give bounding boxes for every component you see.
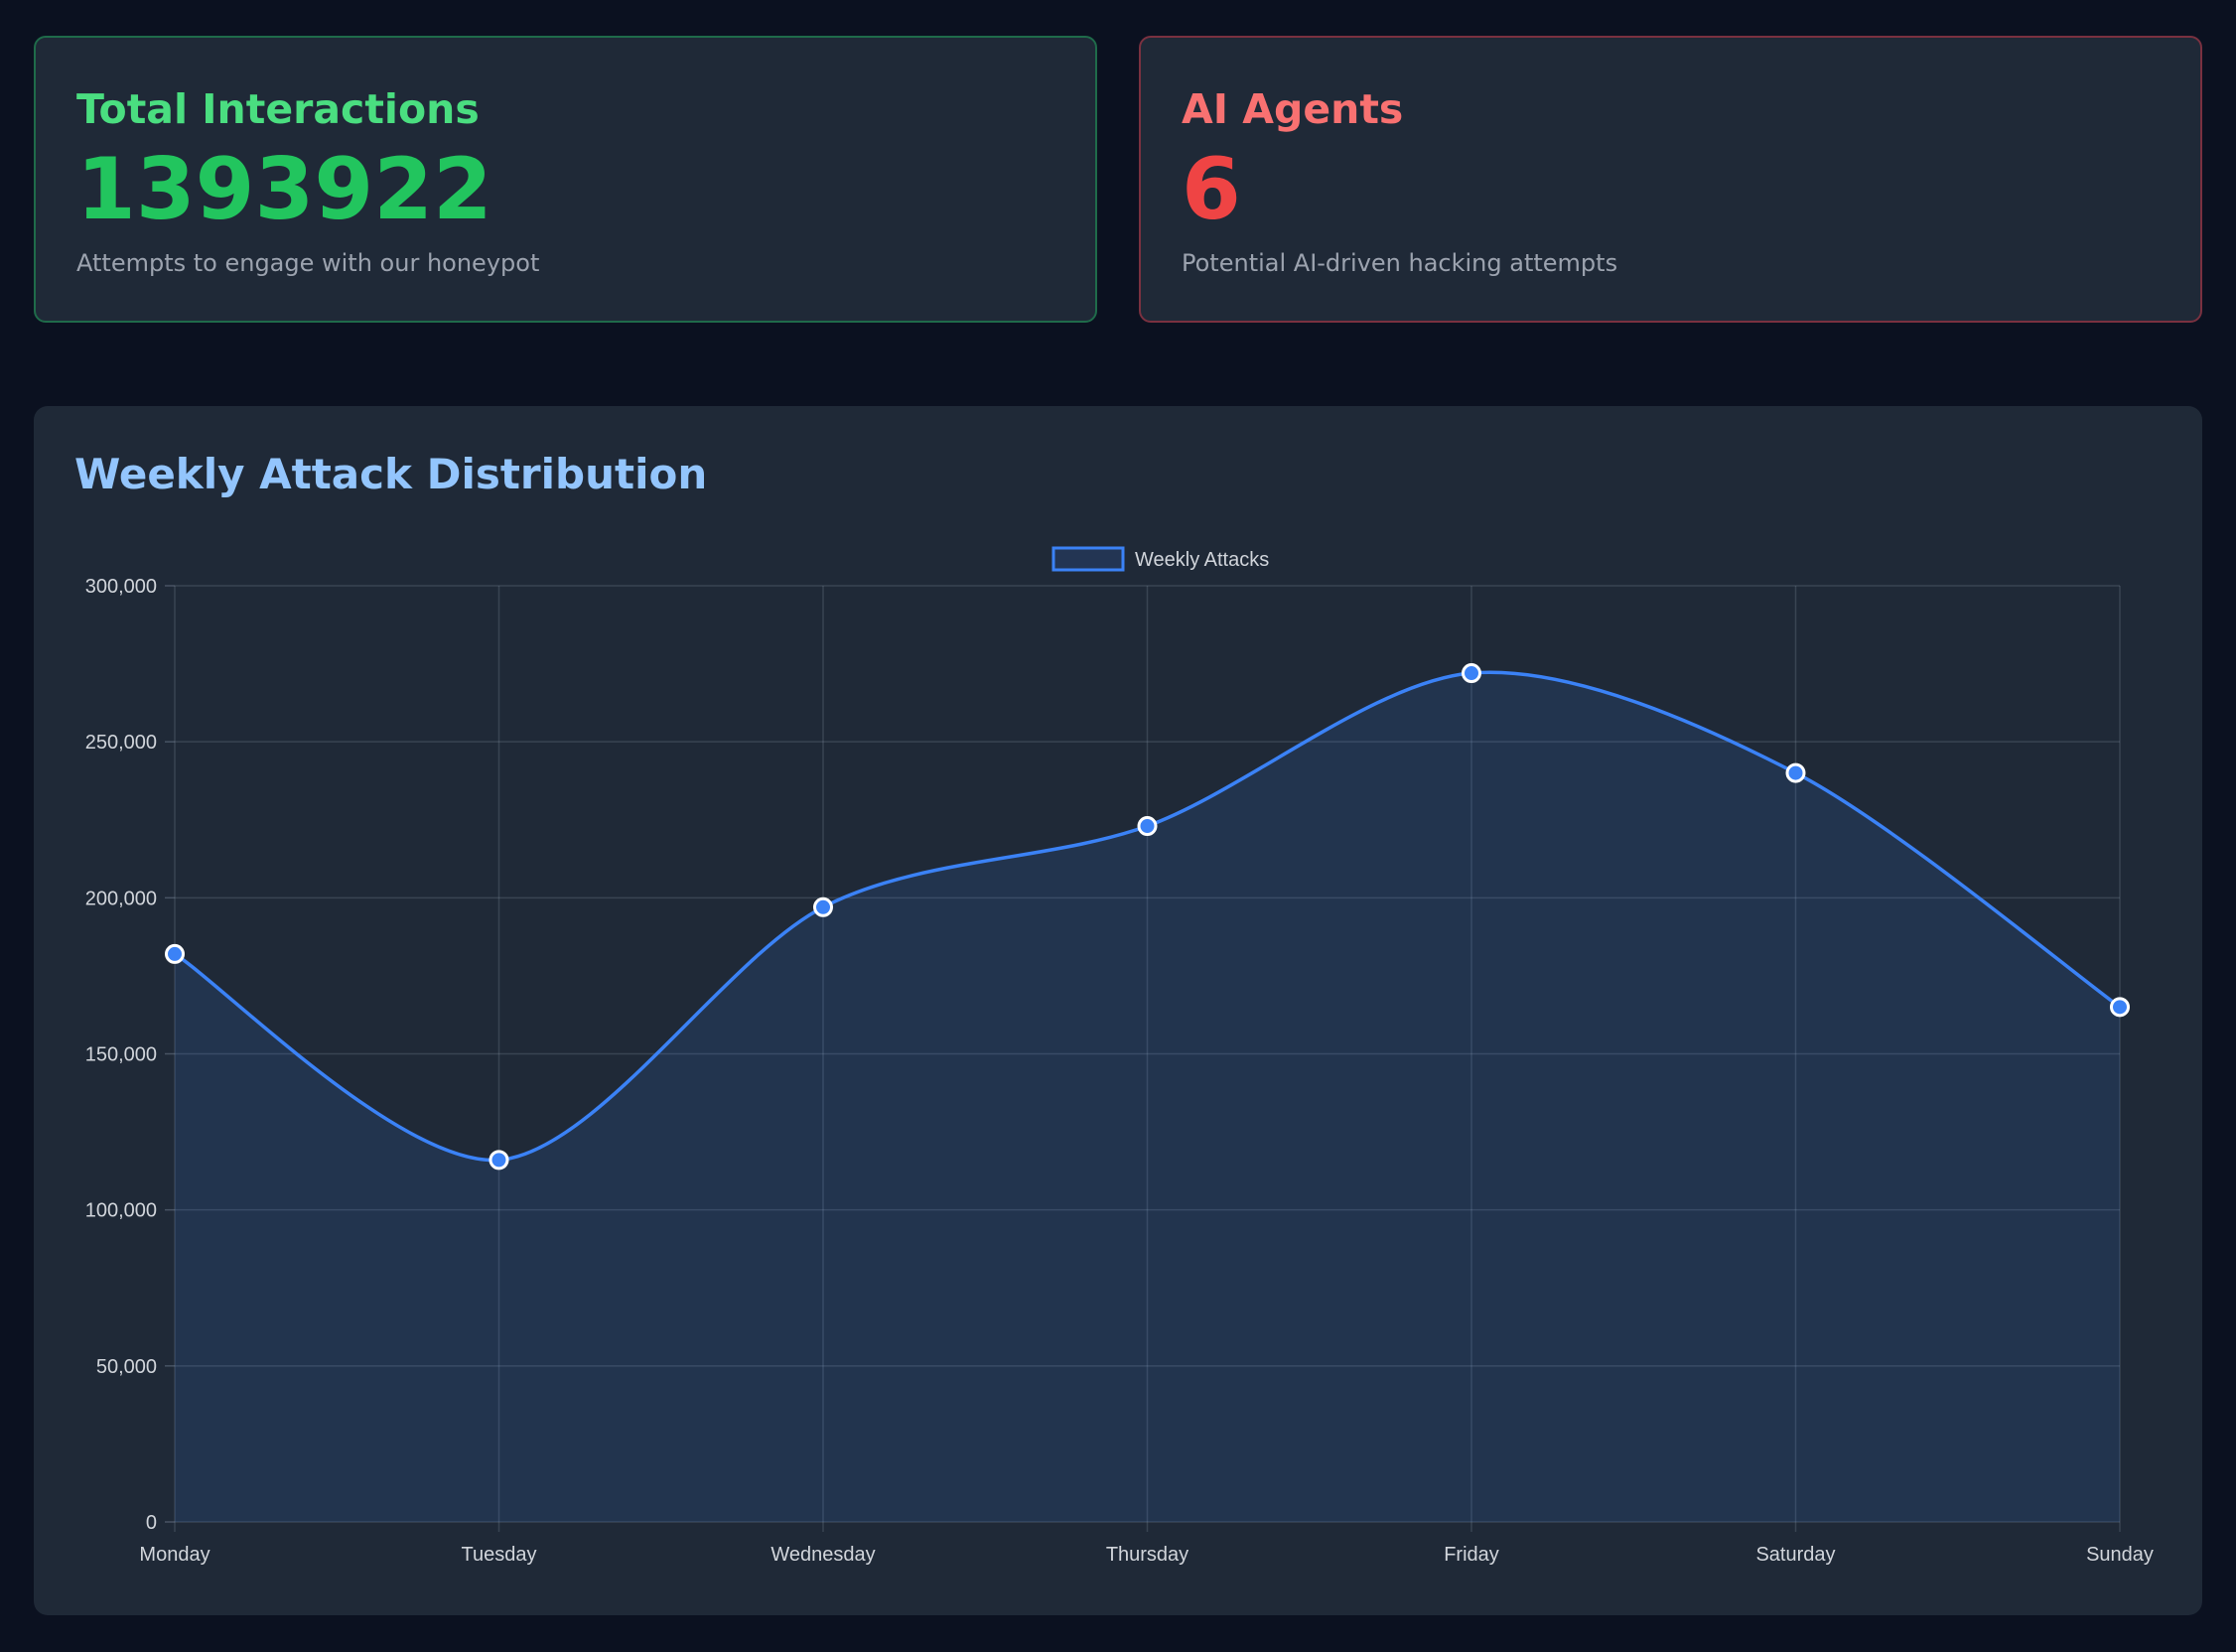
data-point	[165, 943, 185, 964]
x-tick-label: Tuesday	[462, 1544, 537, 1566]
y-tick-label: 200,000	[85, 888, 157, 909]
x-tick-label: Saturday	[1755, 1544, 1835, 1566]
legend-label: Weekly Attacks	[1135, 549, 1269, 571]
x-tick-label: Wednesday	[770, 1544, 875, 1566]
stat-value: 6	[1182, 140, 1241, 239]
y-tick-label: 150,000	[85, 1044, 157, 1066]
stat-card-total-interactions: Total Interactions 1393922 Attempts to e…	[34, 36, 1097, 323]
data-point	[2110, 997, 2130, 1018]
y-tick-label: 100,000	[85, 1200, 157, 1222]
y-tick-label: 300,000	[85, 576, 157, 598]
x-tick-label: Friday	[1444, 1544, 1499, 1566]
data-point	[813, 896, 833, 917]
y-tick-label: 250,000	[85, 732, 157, 754]
stat-value: 1393922	[76, 140, 492, 239]
weekly-attack-chart: 0 50,000 100,000 150,000 200,000 250,000 300,0…	[85, 546, 2154, 1566]
stat-description: Potential AI-driven hacking attempts	[1182, 249, 1618, 277]
x-tick-label: Sunday	[2086, 1544, 2154, 1566]
legend-swatch	[1051, 546, 1125, 572]
stat-description: Attempts to engage with our honeypot	[76, 249, 540, 277]
data-point	[1462, 663, 1481, 684]
y-tick-label: 0	[146, 1512, 157, 1534]
data-point	[489, 1150, 509, 1170]
stat-title: Total Interactions	[76, 85, 480, 133]
weekly-attack-chart-panel: Weekly Attack Distribution 0 50,000 100,00…	[34, 406, 2202, 1615]
x-tick-label: Thursday	[1106, 1544, 1188, 1566]
chart-title: Weekly Attack Distribution	[74, 450, 708, 498]
stat-card-ai-agents: AI Agents 6 Potential AI-driven hacking …	[1139, 36, 2202, 323]
series-area-fill	[175, 672, 2120, 1522]
x-tick-label: Monday	[139, 1544, 210, 1566]
stat-title: AI Agents	[1182, 85, 1404, 133]
data-point	[1785, 762, 1806, 783]
y-tick-label: 50,000	[96, 1356, 157, 1378]
data-point	[1137, 816, 1158, 837]
